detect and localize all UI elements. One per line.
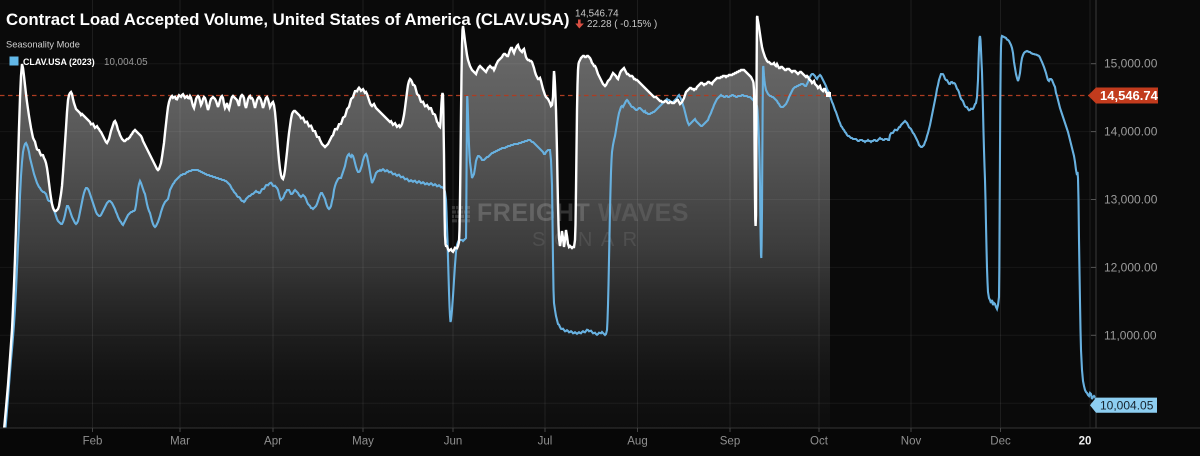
svg-text:SONAR: SONAR (532, 229, 646, 251)
svg-text:Jun: Jun (444, 436, 463, 448)
svg-text:12,000.00: 12,000.00 (1104, 260, 1158, 274)
svg-text:Contract Load Accepted Volume,: Contract Load Accepted Volume, United St… (6, 10, 570, 29)
svg-text:14,546.74: 14,546.74 (1100, 88, 1159, 103)
svg-text:15,000.00: 15,000.00 (1104, 57, 1158, 71)
svg-text:Feb: Feb (83, 436, 103, 448)
svg-text:Mar: Mar (170, 436, 190, 448)
svg-text:May: May (352, 436, 374, 448)
svg-text:22.28 ( -0.15% ): 22.28 ( -0.15% ) (587, 19, 657, 30)
svg-text:11,000.00: 11,000.00 (1104, 328, 1157, 342)
svg-text:14,546.74: 14,546.74 (575, 9, 619, 20)
svg-text:Aug: Aug (627, 436, 647, 448)
svg-text:Oct: Oct (810, 436, 829, 448)
svg-text:Dec: Dec (990, 436, 1011, 448)
svg-text:Sep: Sep (720, 436, 740, 448)
svg-text:FREIGHT: FREIGHT (477, 199, 590, 227)
svg-text:20: 20 (1079, 436, 1092, 448)
svg-text:Jul: Jul (538, 436, 553, 448)
svg-text:WAVES: WAVES (598, 199, 689, 227)
svg-text:10,004.05: 10,004.05 (104, 57, 148, 68)
svg-text:Nov: Nov (901, 436, 922, 448)
svg-text:CLAV.USA (2023): CLAV.USA (2023) (23, 57, 95, 67)
svg-text:Seasonality Mode: Seasonality Mode (6, 40, 80, 50)
svg-text:Apr: Apr (264, 436, 282, 448)
svg-text:10,004.05: 10,004.05 (1100, 399, 1154, 413)
svg-text:13,000.00: 13,000.00 (1104, 193, 1158, 207)
svg-text:14,000.00: 14,000.00 (1104, 125, 1158, 139)
